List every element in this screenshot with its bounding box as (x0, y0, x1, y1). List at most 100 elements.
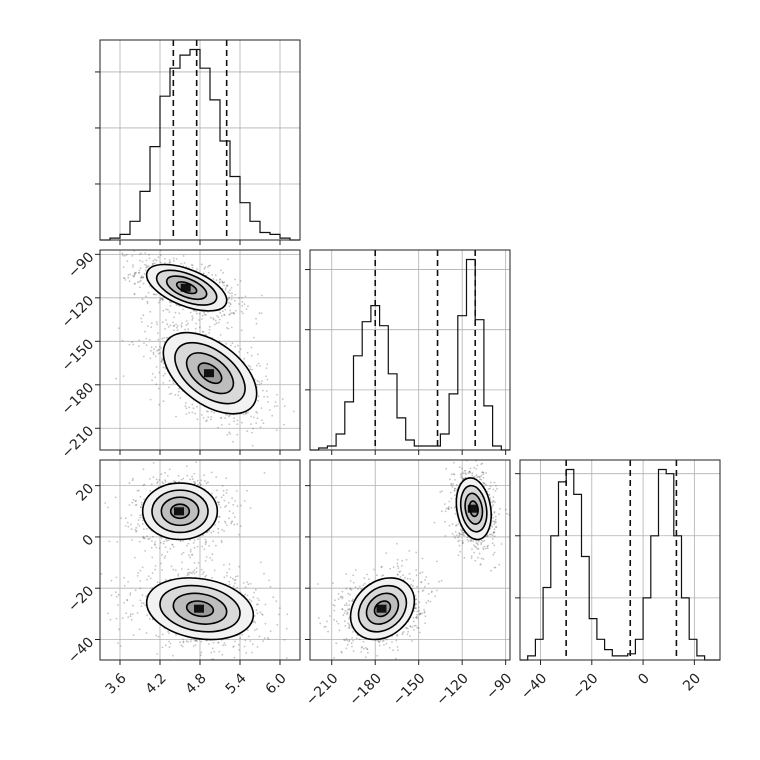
pair-1-2-point (364, 582, 366, 585)
pair-1-2-point (486, 535, 489, 537)
pair-0-2-point (177, 575, 179, 577)
pair-1-2-point (341, 651, 343, 654)
pair-1-2-point (415, 598, 418, 601)
pair-1-2-point (492, 520, 495, 523)
pair-1-2-point (323, 626, 326, 628)
pair-1-2-point (457, 536, 459, 539)
pair-1-2-point (439, 491, 442, 494)
pair-1-2-point (385, 552, 388, 554)
pair-0-2-point (210, 651, 213, 654)
pair-0-1-point (138, 339, 141, 342)
pair-0-2-point (191, 478, 194, 481)
pair-0-2-point (179, 641, 182, 644)
pair-0-2-point (232, 577, 234, 580)
pair-1-2-point (317, 617, 320, 620)
pair-0-1-point (202, 272, 205, 275)
pair-0-2-point (225, 477, 228, 480)
pair-0-1-point (233, 312, 236, 315)
pair-0-2-point (238, 533, 241, 536)
pair-0-2-point (172, 545, 175, 548)
pair-0-1-point (245, 308, 248, 310)
pair-1-2-point (457, 540, 460, 543)
pair-0-2-point (177, 573, 180, 576)
pair-0-1-point (191, 319, 194, 321)
hist-panel-0 (95, 39, 301, 241)
pair-0-2-point (283, 638, 286, 641)
pair-0-1-point (207, 416, 210, 418)
pair-0-2-point (141, 566, 144, 569)
pair-0-2-point (285, 657, 288, 659)
pair-0-1-point (144, 263, 147, 266)
pair-0-2-point (231, 497, 234, 500)
pair-1-2-point (418, 631, 421, 634)
pair-1-2-point (405, 627, 407, 629)
pair-0-2-point (205, 556, 208, 558)
pair-1-2-point (458, 466, 461, 468)
pair-0-1-point (195, 310, 198, 313)
pair-0-1-point (173, 324, 176, 327)
pair-0-2-point (155, 546, 158, 549)
pair-0-1-point (201, 414, 203, 416)
pair-1-2-point (476, 547, 479, 550)
pair-0-2-point (193, 569, 196, 571)
ytick-label-2-0: −40 (65, 634, 97, 666)
pair-0-1-point (156, 332, 159, 334)
pair-0-2-point (224, 522, 227, 524)
pair-1-2-point (461, 542, 464, 545)
ytick-label-2-1: −20 (65, 583, 97, 615)
pair-1-2-point (373, 568, 375, 571)
pair-1-2-point (352, 581, 355, 584)
pair-0-1-point (230, 344, 232, 347)
pair-0-1-point (261, 380, 263, 382)
pair-0-1-point (152, 293, 155, 296)
pair-0-2-point (193, 572, 196, 575)
pair-1-2-point (380, 660, 382, 662)
pair-0-2-point (232, 503, 235, 506)
pair-0-2-point (142, 602, 145, 605)
pair-1-2-point (348, 640, 350, 643)
pair-0-1-point (188, 411, 191, 414)
pair-0-1-point (226, 433, 229, 436)
pair-0-1-point (230, 298, 233, 301)
pair-1-2-point (347, 622, 349, 625)
pair-0-1-point (234, 293, 237, 296)
pair-0-2-point (132, 498, 135, 501)
pair-0-1-point (255, 322, 258, 325)
pair-0-2-point (206, 673, 208, 675)
pair-0-2-point (180, 644, 183, 647)
pair-1-2-point (333, 618, 335, 621)
pair-1-2-point (455, 524, 458, 526)
pair-1-2-point (333, 604, 336, 607)
pair-0-2-point (228, 563, 231, 565)
pair-0-2-point (254, 679, 256, 681)
pair-1-2-point (354, 586, 357, 589)
pair-0-1-point (243, 357, 246, 360)
pair-0-1-point (257, 399, 259, 402)
pair-0-1-point (135, 271, 137, 274)
pair-0-1-point (144, 269, 147, 272)
pair-1-2-point (473, 475, 476, 478)
pair-0-2-point (141, 594, 144, 596)
pair-0-2-point (136, 574, 139, 577)
pair-0-1-point (150, 326, 153, 328)
pair-1-2-point (348, 607, 351, 610)
pair-1-2-point (453, 489, 456, 492)
pair-0-2-point (143, 483, 146, 486)
pair-0-2-point (164, 471, 167, 474)
pair-0-2-point (138, 489, 141, 492)
pair-0-2-point (158, 547, 161, 550)
pair-0-2-point (189, 571, 192, 574)
pair-0-1-point (232, 440, 234, 443)
pair-1-2-point (363, 577, 366, 580)
pair-0-1-point (202, 331, 205, 333)
pair-0-1-contour-0-0 (145, 263, 228, 312)
pair-0-1-point (218, 281, 221, 284)
pair-0-1-point (159, 298, 162, 300)
pair-0-2-point (166, 539, 168, 542)
pair-0-1-point (207, 266, 209, 268)
pair-0-1-point (117, 327, 120, 330)
pair-0-2-point (167, 630, 169, 633)
pair-0-2-point (131, 539, 133, 541)
pair-1-2-point (489, 487, 491, 490)
pair-1-2-point (492, 531, 495, 534)
